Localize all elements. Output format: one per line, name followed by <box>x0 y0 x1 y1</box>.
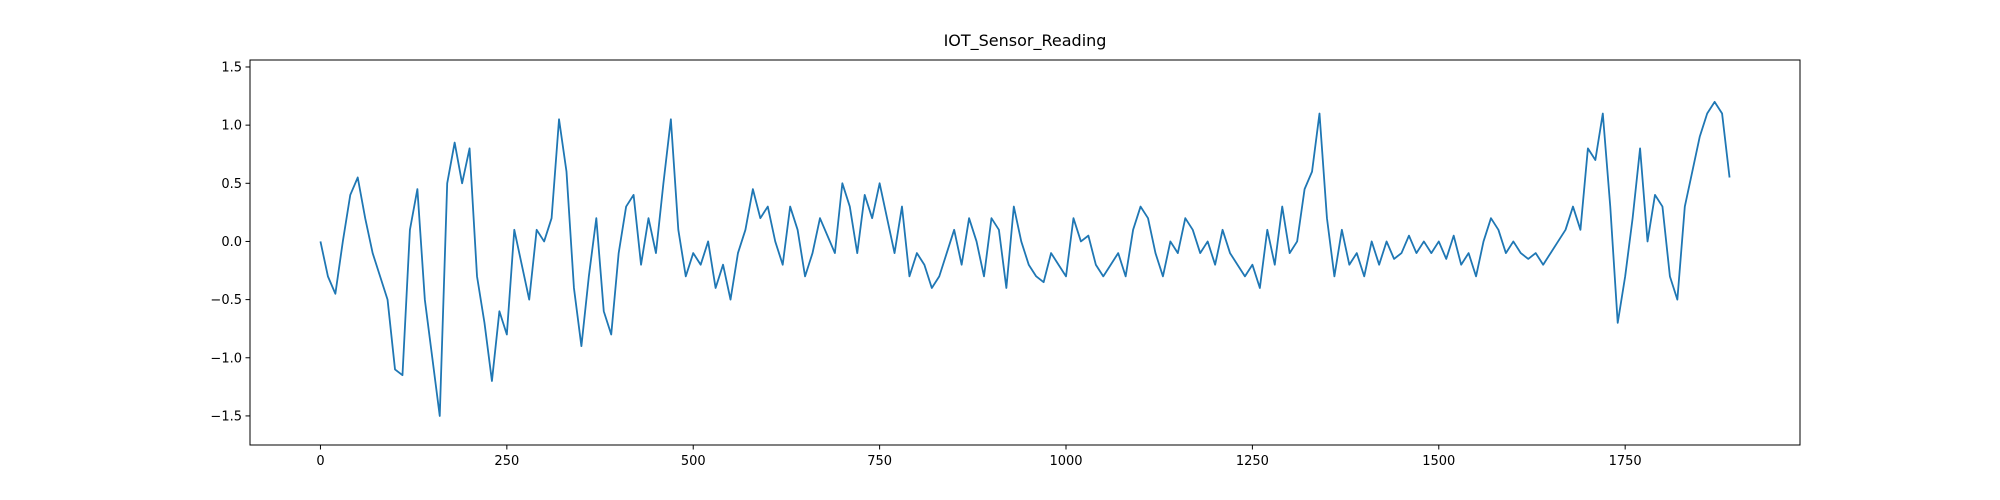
y-tick-label: 1.0 <box>221 119 242 134</box>
y-tick-label: 1.5 <box>221 60 242 75</box>
x-tick-label: 1000 <box>1049 454 1082 469</box>
x-tick-label: 500 <box>681 454 706 469</box>
x-tick-label: 250 <box>494 454 519 469</box>
x-tick-label: 1250 <box>1236 454 1269 469</box>
y-tick-label: −1.0 <box>210 351 242 366</box>
x-tick-label: 750 <box>867 454 892 469</box>
x-tick-label: 1750 <box>1609 454 1642 469</box>
chart-title: IOT_Sensor_Reading <box>944 31 1107 51</box>
y-tick-label: −0.5 <box>210 293 242 308</box>
data-line <box>319 100 1731 417</box>
x-tick-label: 1500 <box>1422 454 1455 469</box>
plot-frame <box>249 59 1801 446</box>
y-tick-label: 0.0 <box>221 235 242 250</box>
y-tick-label: −1.5 <box>210 409 242 424</box>
y-tick-label: 0.5 <box>221 177 242 192</box>
x-tick-label: 0 <box>316 454 324 469</box>
